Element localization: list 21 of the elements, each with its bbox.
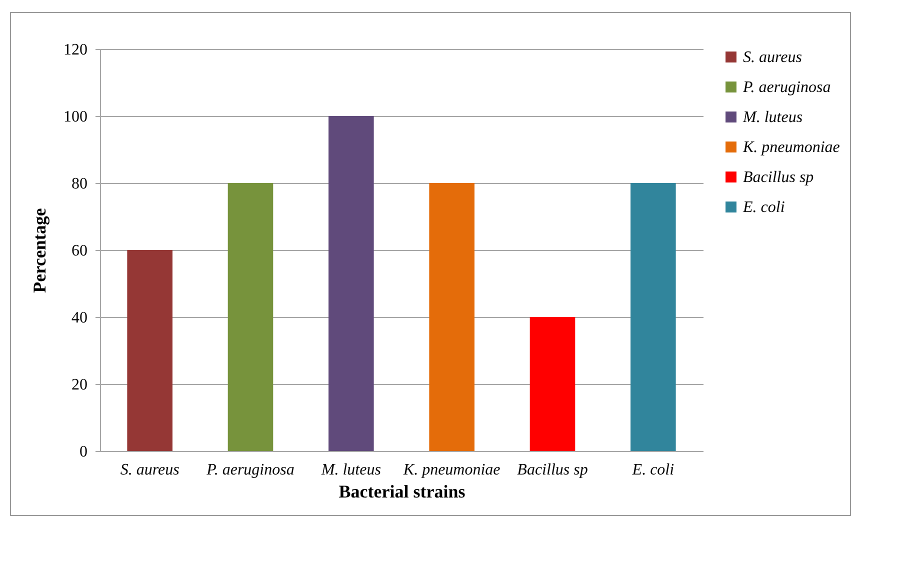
x-tick-label: Bacillus sp	[517, 462, 588, 478]
y-tick-label: 60	[72, 242, 88, 260]
y-tick-label: 20	[72, 376, 88, 394]
legend-label: S. aureus	[743, 49, 802, 66]
legend-label: K. pneumoniae	[742, 139, 840, 156]
y-tick-label: 80	[72, 176, 88, 192]
x-tick-label: K. pneumoniae	[402, 462, 500, 478]
legend-label: P. aeruginosa	[742, 79, 831, 96]
x-axis-title: Bacterial strains	[338, 482, 466, 502]
x-tick-label: P. aeruginosa	[206, 462, 294, 478]
x-tick-label: M. luteus	[320, 462, 381, 478]
legend-label: M. luteus	[742, 109, 803, 126]
legend-label: E. coli	[742, 199, 785, 216]
y-axis-title: Percentage	[30, 208, 50, 293]
y-tick-label: 0	[80, 444, 88, 460]
x-tick-label: S. aureus	[120, 462, 180, 478]
x-tick-label: E. coli	[631, 462, 674, 478]
legend-label: Bacillus sp	[743, 169, 814, 186]
y-tick-label: 100	[64, 108, 88, 126]
y-tick-label: 120	[64, 42, 88, 58]
y-tick-label: 40	[72, 310, 88, 326]
